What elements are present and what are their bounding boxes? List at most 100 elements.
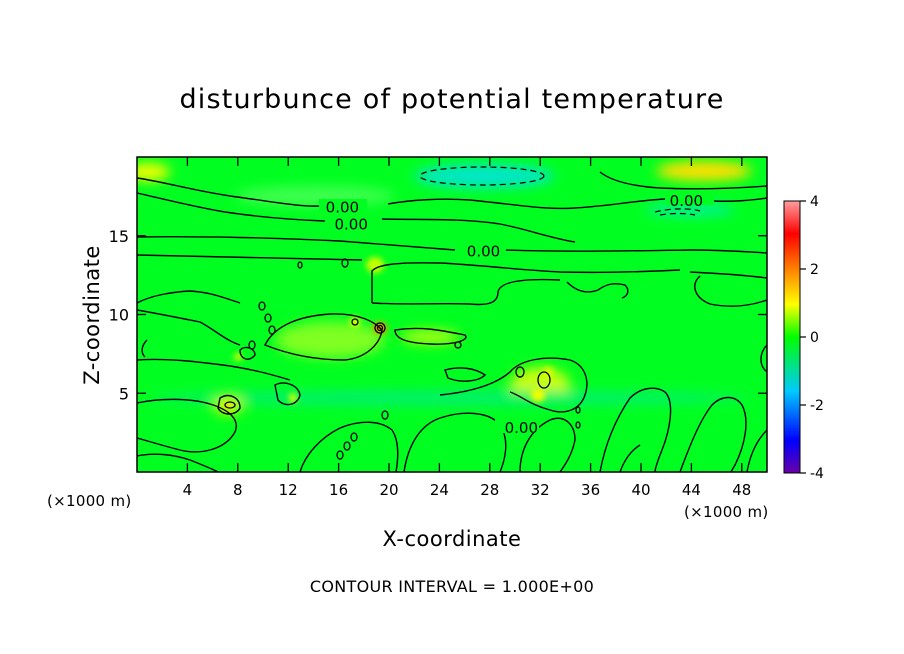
colorbar-tick-label: 2 bbox=[810, 262, 819, 278]
contour-label: 0.00 bbox=[505, 419, 538, 437]
contour-cell bbox=[454, 341, 462, 349]
x-tick-label: 40 bbox=[631, 481, 650, 499]
negative-contour bbox=[654, 208, 701, 213]
contour-line bbox=[137, 177, 321, 207]
contour-line bbox=[274, 382, 301, 406]
contour-line bbox=[713, 197, 767, 202]
contour-line bbox=[239, 346, 256, 360]
contour-cell bbox=[336, 450, 344, 460]
contour-cell bbox=[350, 432, 358, 442]
contour-label: 0.00 bbox=[467, 243, 500, 261]
colorbar-tick-label: 0 bbox=[810, 330, 819, 346]
contour-cell bbox=[343, 441, 351, 451]
contour-cell bbox=[297, 261, 303, 269]
contour-line bbox=[137, 398, 237, 453]
contour-line bbox=[217, 394, 241, 415]
contour-label: 0.00 bbox=[334, 216, 367, 234]
contour-cell bbox=[258, 301, 266, 311]
y-tick-label: 10 bbox=[109, 306, 129, 325]
x-tick-label: 8 bbox=[233, 481, 243, 499]
x-tick-label: 24 bbox=[430, 481, 449, 499]
y-axis-ticks: 5 10 15 bbox=[109, 227, 767, 403]
contour-line bbox=[387, 198, 666, 210]
contour-cell bbox=[341, 258, 349, 268]
field-layer bbox=[137, 157, 767, 472]
contour-label: 0.00 bbox=[326, 198, 359, 216]
x-tick-label: 12 bbox=[279, 481, 298, 499]
chart-title: disturbunce of potential temperature bbox=[179, 84, 725, 115]
x-right-unit-label: (×1000 m) bbox=[684, 503, 769, 521]
colorbar-tick-label: 4 bbox=[810, 194, 819, 210]
contour-cell bbox=[575, 421, 581, 429]
contour-cell bbox=[515, 366, 525, 378]
contour-cell bbox=[537, 371, 551, 389]
contour-line bbox=[137, 453, 219, 472]
negative-contour bbox=[659, 212, 696, 216]
contour-line bbox=[137, 358, 291, 381]
contour-line bbox=[679, 396, 747, 472]
contour-line bbox=[394, 327, 467, 345]
contour-cell bbox=[575, 406, 581, 414]
contour-line bbox=[599, 171, 767, 190]
band-top-left bbox=[235, 186, 395, 206]
contour-line bbox=[566, 281, 629, 299]
anomaly-layer bbox=[137, 161, 752, 415]
contour-labels: 0.000.000.000.000.00 bbox=[326, 192, 703, 437]
contour-line bbox=[439, 357, 588, 413]
contour-line bbox=[760, 344, 767, 373]
x-tick-label: 28 bbox=[480, 481, 499, 499]
negative-contours bbox=[419, 166, 701, 216]
contour-cell bbox=[351, 318, 359, 326]
cool-anomaly-top bbox=[414, 164, 554, 188]
contour-line bbox=[519, 417, 576, 472]
contour-line bbox=[137, 192, 326, 222]
contour-line bbox=[746, 429, 767, 472]
colorbar-tick-label: -4 bbox=[810, 466, 824, 482]
contour-line bbox=[694, 275, 767, 307]
contour-line bbox=[403, 412, 507, 472]
x-tick-label: 16 bbox=[329, 481, 348, 499]
contour-cell bbox=[264, 313, 272, 323]
contour-line bbox=[137, 236, 456, 251]
negative-contour bbox=[419, 166, 545, 186]
x-tick-label: 48 bbox=[732, 481, 751, 499]
x-tick-label: 20 bbox=[379, 481, 398, 499]
contour-line bbox=[619, 444, 641, 472]
x-left-unit-label: (×1000 m) bbox=[47, 492, 132, 510]
colorbar-tick-label: -2 bbox=[810, 398, 824, 414]
contour-cell bbox=[381, 410, 389, 420]
contour-line bbox=[137, 290, 241, 304]
contour-line bbox=[299, 421, 399, 472]
x-axis-label: X-coordinate bbox=[382, 527, 522, 551]
x-tick-label: 32 bbox=[531, 481, 550, 499]
contour-cell bbox=[374, 322, 386, 334]
contour-line bbox=[444, 367, 487, 382]
contour-cell bbox=[268, 325, 276, 335]
colorbar-ticks: 4 2 0 -2 -4 bbox=[800, 194, 824, 482]
contour-cell bbox=[224, 401, 236, 409]
y-tick-label: 5 bbox=[119, 384, 129, 403]
warm-anomaly-top-left bbox=[137, 163, 170, 181]
x-tick-label: 36 bbox=[581, 481, 600, 499]
x-tick-label: 4 bbox=[183, 481, 193, 499]
contour-line bbox=[381, 218, 576, 243]
contour-line bbox=[137, 254, 363, 261]
x-tick-label: 44 bbox=[682, 481, 701, 499]
contour-line bbox=[689, 271, 767, 279]
contour-lines bbox=[137, 171, 767, 472]
colorbar bbox=[783, 200, 801, 474]
contour-line bbox=[137, 309, 241, 346]
contour-line bbox=[371, 278, 561, 306]
warm-anomaly-top-right bbox=[656, 161, 752, 181]
contour-label: 0.00 bbox=[670, 192, 703, 210]
contour-cell bbox=[376, 324, 384, 332]
contour-cells bbox=[224, 258, 581, 460]
cool-anomaly-right bbox=[645, 204, 735, 216]
contour-label-bg bbox=[319, 191, 714, 433]
contour-line bbox=[141, 339, 148, 358]
y-tick-label: 15 bbox=[109, 227, 129, 246]
contour-line bbox=[371, 262, 681, 303]
contour-line bbox=[599, 387, 672, 472]
x-axis-ticks: 4 8 12 16 20 24 28 32 36 40 44 48 bbox=[183, 157, 751, 499]
